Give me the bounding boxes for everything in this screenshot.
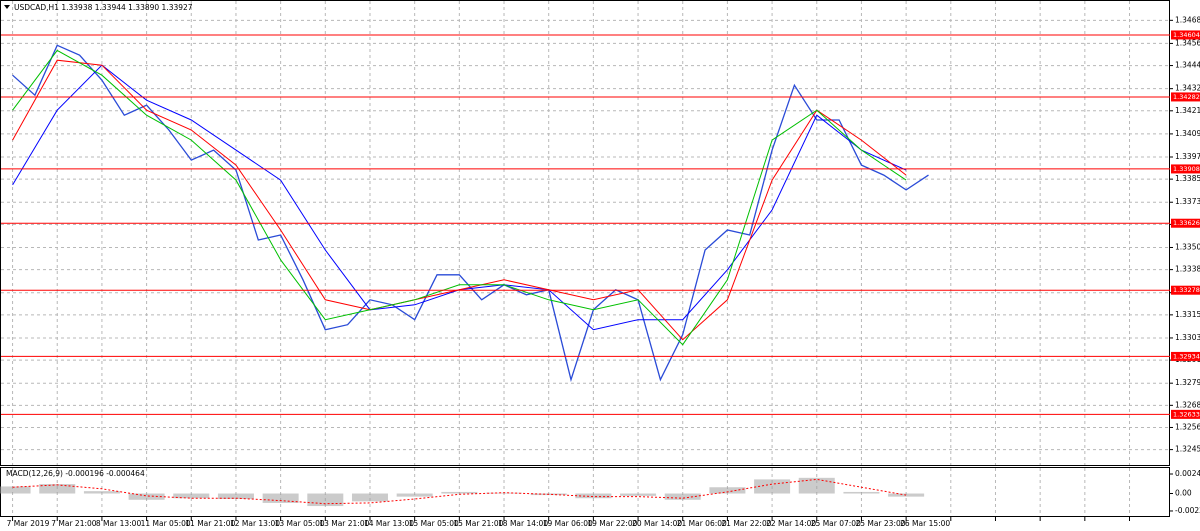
x-tick-label: 20 Mar 14:00 <box>632 519 682 528</box>
y-tick-label: 1.34210 <box>1175 106 1200 115</box>
macd-frame <box>0 467 1170 517</box>
macd-bar <box>664 493 701 500</box>
level-label: 1.32934 <box>1173 352 1200 360</box>
x-tick-label: 7 Mar 2019 <box>7 519 50 528</box>
x-tick-label: 8 Mar 13:00 <box>96 519 142 528</box>
macd-bar <box>798 477 835 494</box>
macd-bar <box>128 493 165 500</box>
y-tick-label: 1.33500 <box>1175 242 1200 251</box>
macd-bar <box>83 491 120 494</box>
level-label: 1.33626 <box>1173 219 1200 227</box>
y-tick-label: 1.34680 <box>1175 15 1200 24</box>
y-tick-label: 1.33855 <box>1175 174 1200 183</box>
x-tick-label: 18 Mar 14:00 <box>498 519 548 528</box>
level-label-bg <box>1171 164 1200 174</box>
macd-bar <box>351 493 388 502</box>
x-tick-label: 21 Mar 22:00 <box>721 519 771 528</box>
y-tick-label: 1.34445 <box>1175 61 1200 70</box>
x-tick-label: 25 Mar 07:00 <box>811 519 861 528</box>
level-label-bg <box>1171 409 1200 419</box>
y-tick-label: 1.32680 <box>1175 400 1200 409</box>
x-tick-label: 14 Mar 13:00 <box>364 519 414 528</box>
x-tick-label: 21 Mar 06:00 <box>677 519 727 528</box>
macd-bar <box>441 491 478 494</box>
level-label: 1.34282 <box>1173 93 1200 101</box>
price-line <box>12 44 929 383</box>
macd-bar <box>888 493 925 497</box>
level-label: 1.33278 <box>1173 286 1200 294</box>
macd-bar <box>173 493 210 499</box>
x-tick-label: 19 Mar 22:00 <box>587 519 637 528</box>
signal-line <box>12 478 907 505</box>
y-tick-label: 1.34560 <box>1175 38 1200 47</box>
y-tick-label: 0.00 <box>1175 489 1192 498</box>
x-tick-label: 15 Mar 21:00 <box>453 519 503 528</box>
x-tick-label: 11 Mar 05:00 <box>141 519 191 528</box>
y-tick-label: 1.32565 <box>1175 422 1200 431</box>
moving-average <box>12 49 907 346</box>
y-tick-label: 1.33030 <box>1175 333 1200 342</box>
macd-bar <box>575 493 612 499</box>
level-label-bg <box>1171 30 1200 40</box>
chart-title: USDCAD,H1 1.33938 1.33944 1.33890 1.3392… <box>14 3 193 12</box>
level-label-bg <box>1171 285 1200 295</box>
x-tick-label: 12 Mar 13:00 <box>230 519 280 528</box>
level-label: 1.32633 <box>1173 410 1200 418</box>
level-label: 1.34604 <box>1173 31 1200 39</box>
level-label-bg <box>1171 351 1200 361</box>
x-tick-label: 13 Mar 05:00 <box>275 519 325 528</box>
macd-bar <box>754 479 791 494</box>
x-tick-label: 15 Mar 05:00 <box>409 519 459 528</box>
main-frame <box>0 0 1170 466</box>
macd-bar <box>217 493 254 499</box>
y-tick-label: 1.33385 <box>1175 265 1200 274</box>
y-tick-label: 1.33735 <box>1175 197 1200 206</box>
x-tick-label: 26 Mar 15:00 <box>900 519 950 528</box>
x-tick-label: 19 Mar 06:00 <box>543 519 593 528</box>
x-tick-label: 13 Mar 21:00 <box>319 519 369 528</box>
macd-bar <box>0 486 31 494</box>
y-tick-label: -0.002226 <box>1175 506 1200 515</box>
macd-bar <box>262 493 299 503</box>
macd-bar <box>620 493 657 496</box>
macd-title: MACD(12,26,9) -0.000196 -0.000464 <box>6 469 145 478</box>
y-tick-label: 1.34325 <box>1175 84 1200 93</box>
level-label-bg <box>1171 92 1200 102</box>
level-label-bg <box>1171 218 1200 228</box>
level-label: 1.33908 <box>1173 165 1200 173</box>
macd-bar <box>39 484 76 494</box>
y-tick-label: 1.33150 <box>1175 310 1200 319</box>
y-tick-label: 1.33970 <box>1175 152 1200 161</box>
macd-bar <box>396 493 433 497</box>
macd-bar <box>709 487 746 494</box>
symbol-menu[interactable] <box>4 5 10 9</box>
y-tick-label: 1.32450 <box>1175 445 1200 454</box>
x-tick-label: 22 Mar 14:00 <box>766 519 816 528</box>
y-tick-label: 1.34090 <box>1175 129 1200 138</box>
y-tick-label: 1.32795 <box>1175 378 1200 387</box>
y-tick-label: 0.002486 <box>1175 469 1200 478</box>
x-tick-label: 7 Mar 21:00 <box>51 519 97 528</box>
macd-bar <box>843 491 880 494</box>
x-tick-label: 11 Mar 21:00 <box>185 519 235 528</box>
x-tick-label: 25 Mar 23:00 <box>855 519 905 528</box>
